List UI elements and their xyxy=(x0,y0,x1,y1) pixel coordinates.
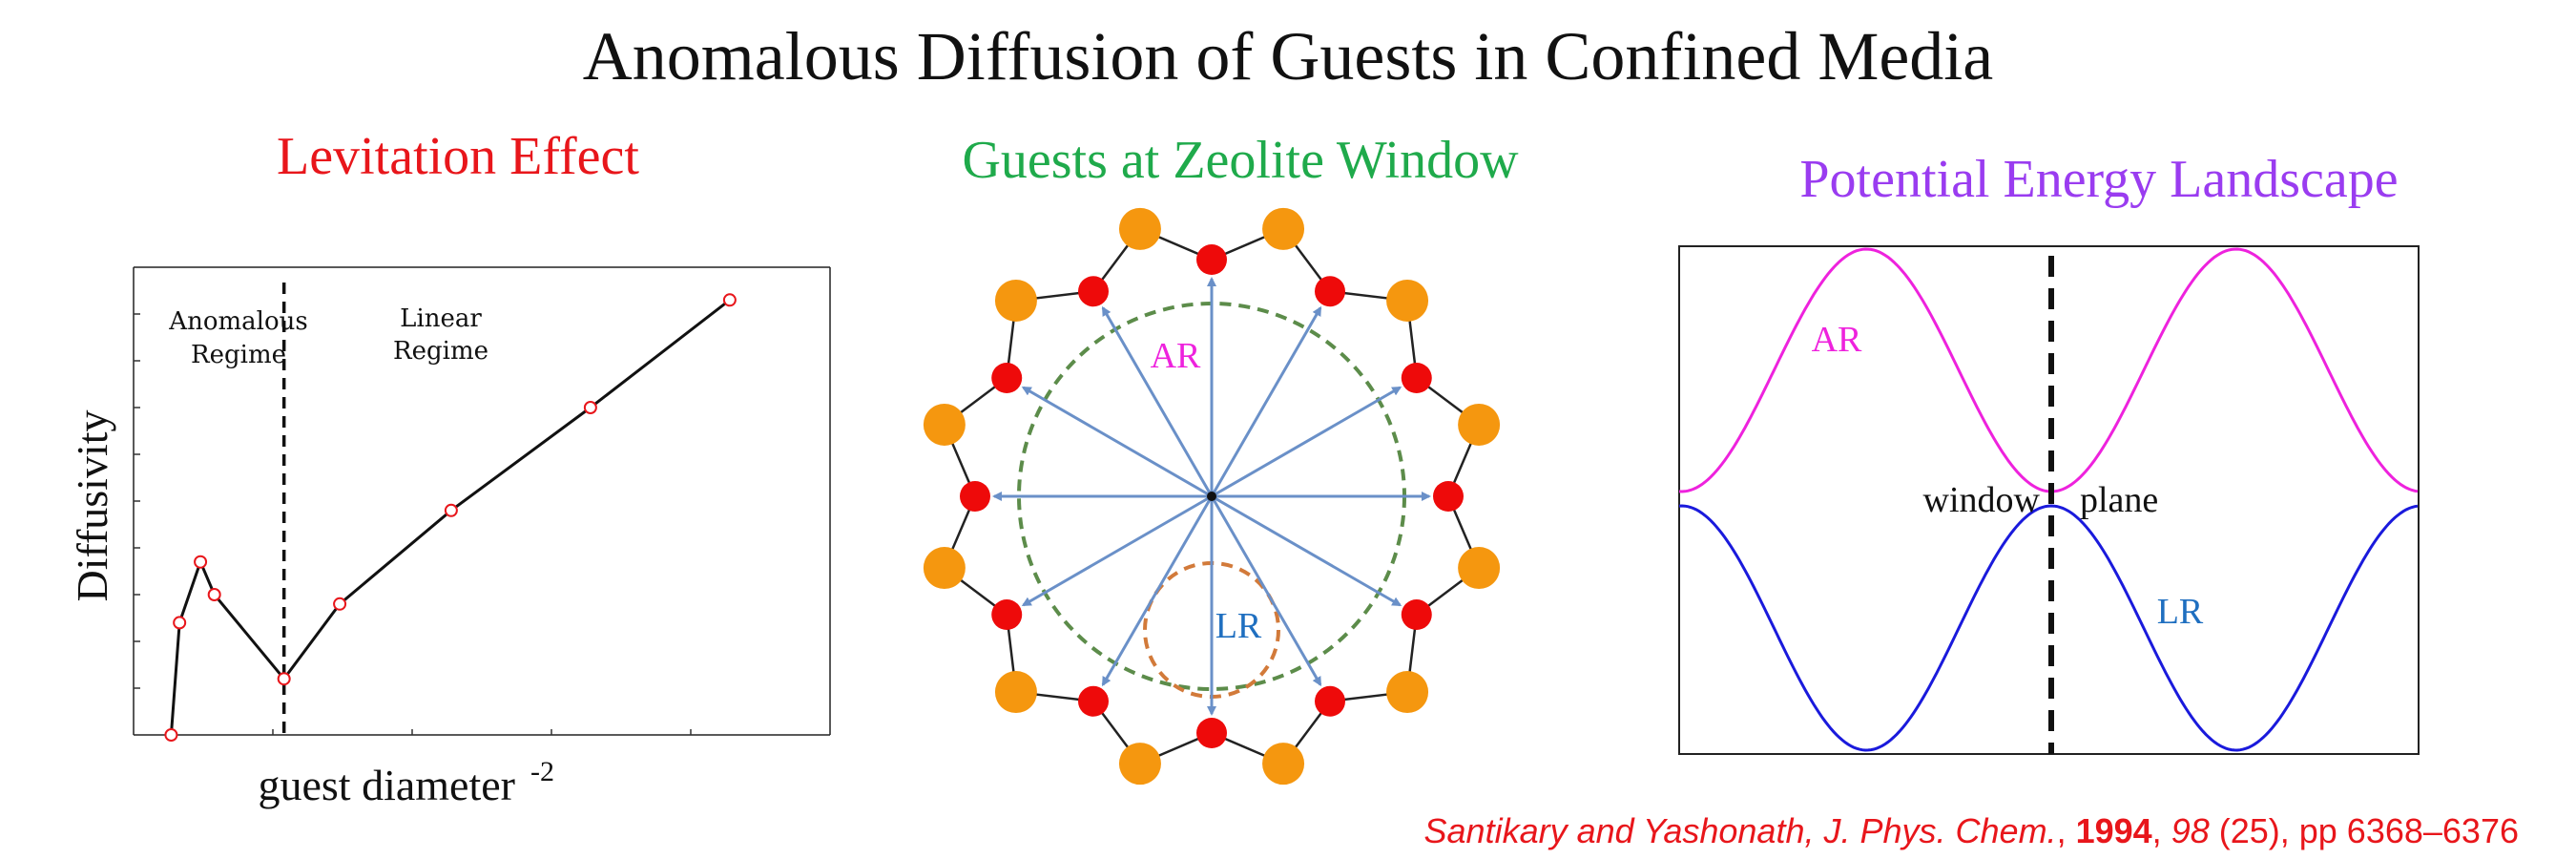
citation-authors: Santikary and Yashonath, xyxy=(1423,811,1824,850)
lr-label: LR xyxy=(1215,606,1262,646)
oxygen-atom xyxy=(994,279,1037,322)
data-point xyxy=(164,728,178,742)
radial-arrow xyxy=(1211,386,1402,498)
radial-arrow xyxy=(1211,494,1402,607)
zeolite-atoms xyxy=(923,207,1501,786)
anomalous-regime-line2: Regime xyxy=(191,341,286,369)
data-point xyxy=(207,588,221,601)
x-ticks xyxy=(272,729,692,735)
page-title: Anomalous Diffusion of Guests in Confine… xyxy=(582,18,1994,94)
silicon-atom xyxy=(1196,244,1227,275)
citation-sep2: , xyxy=(2151,811,2171,850)
silicon-atom xyxy=(991,599,1023,630)
oxygen-atom xyxy=(1386,279,1429,322)
window-label: window xyxy=(1923,480,2041,520)
energy-landscape-plot: AR LR window plane xyxy=(1678,245,2420,755)
citation-rest: (25), pp 6368–6376 xyxy=(2209,811,2519,850)
radial-arrow xyxy=(1101,305,1214,497)
silicon-atom xyxy=(1315,276,1345,307)
linear-regime-line2: Regime xyxy=(393,337,488,366)
data-point xyxy=(444,503,458,517)
levitation-chart: Anomalous Regime Linear Regime Diffusivi… xyxy=(68,266,831,809)
oxygen-atom xyxy=(1386,671,1429,714)
data-point xyxy=(173,616,187,630)
y-axis-label: Diffusivity xyxy=(68,409,116,601)
radial-arrow xyxy=(1021,386,1213,498)
citation-year: 1994 xyxy=(2075,811,2152,850)
citation-journal: J. Phys. Chem. xyxy=(1823,811,2057,850)
oxygen-atom xyxy=(923,547,966,590)
ar-label: AR xyxy=(1151,336,1201,376)
data-point xyxy=(277,672,291,686)
silicon-atom xyxy=(1433,481,1464,512)
radial-arrow xyxy=(1210,305,1322,497)
lr-curve xyxy=(1678,504,2419,752)
oxygen-atom xyxy=(1118,207,1161,250)
silicon-atom xyxy=(991,363,1023,393)
center-point xyxy=(1207,492,1216,501)
y-ticks xyxy=(134,313,140,689)
radial-arrow xyxy=(1021,494,1213,607)
energy-lr-label: LR xyxy=(2157,592,2204,632)
energy-ar-label: AR xyxy=(1812,320,1862,360)
x-axis-label: guest diameter xyxy=(258,761,515,809)
oxygen-atom xyxy=(1458,403,1501,446)
data-point xyxy=(722,293,737,307)
silicon-atom xyxy=(1078,685,1109,717)
zeolite-title: Guests at Zeolite Window xyxy=(962,131,1519,190)
oxygen-atom xyxy=(1118,743,1161,786)
plane-label: plane xyxy=(2080,480,2158,520)
silicon-atom xyxy=(1196,718,1227,748)
data-point xyxy=(333,597,347,611)
anomalous-regime-line1: Anomalous xyxy=(168,307,307,336)
data-point xyxy=(194,555,208,569)
silicon-atom xyxy=(1401,599,1432,630)
levitation-title: Levitation Effect xyxy=(277,127,639,186)
citation-sep1: , xyxy=(2056,811,2076,850)
data-point xyxy=(583,401,597,414)
silicon-atom xyxy=(1315,685,1345,717)
linear-regime-line1: Linear xyxy=(400,304,482,333)
radial-arrows xyxy=(992,277,1431,716)
data-points xyxy=(164,293,737,742)
energy-title: Potential Energy Landscape xyxy=(1799,150,2399,209)
oxygen-atom xyxy=(1262,207,1305,250)
silicon-atom xyxy=(1401,363,1432,393)
oxygen-atom xyxy=(1262,743,1305,786)
silicon-atom xyxy=(960,481,990,512)
oxygen-atom xyxy=(923,403,966,446)
citation-volume: 98 xyxy=(2171,811,2210,850)
x-axis-label-superscript: -2 xyxy=(530,756,554,787)
zeolite-window-diagram: AR LR xyxy=(923,207,1501,786)
radial-arrow xyxy=(1210,495,1322,687)
silicon-atom xyxy=(1078,276,1109,307)
oxygen-atom xyxy=(994,671,1037,714)
oxygen-atom xyxy=(1458,547,1501,590)
citation: Santikary and Yashonath, J. Phys. Chem.,… xyxy=(1424,811,2519,851)
radial-arrow xyxy=(1101,495,1214,687)
